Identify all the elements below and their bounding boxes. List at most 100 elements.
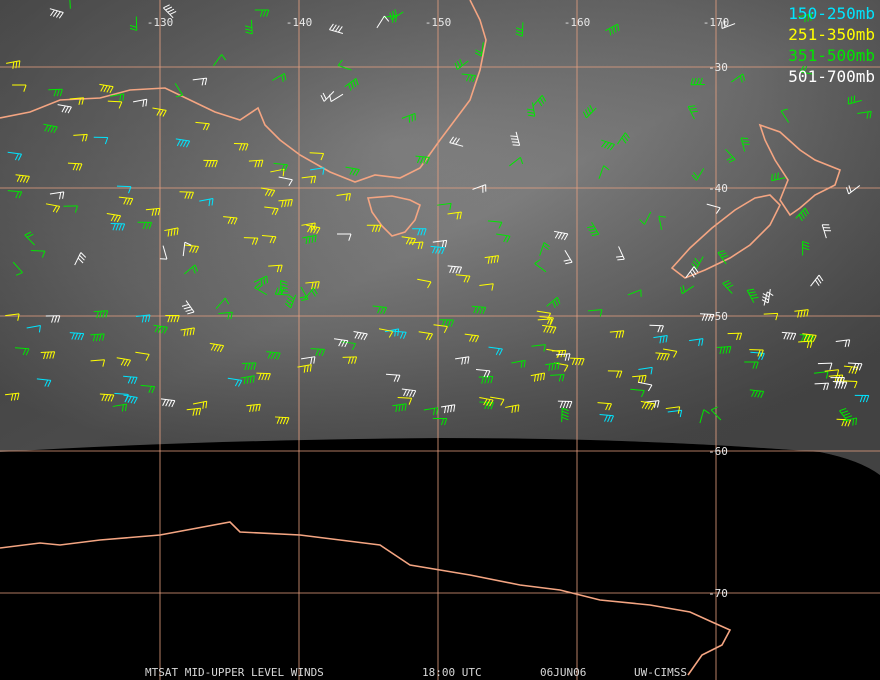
wind-barb — [184, 264, 199, 275]
barb-stem — [476, 368, 491, 372]
barb-stem — [417, 278, 432, 283]
barb-feather — [247, 363, 251, 370]
barb-feather — [533, 374, 536, 382]
wind-barb — [530, 372, 546, 382]
barb-feather — [484, 376, 488, 384]
barb-stem — [539, 316, 554, 319]
barb-feather — [170, 315, 174, 323]
barb-feather — [110, 394, 115, 402]
barb-feather — [252, 404, 255, 412]
barb-stem — [546, 348, 561, 353]
barb-stem — [254, 287, 268, 296]
barb-feather — [337, 59, 343, 66]
barb-feather — [107, 394, 112, 402]
barb-feather — [105, 310, 109, 318]
wind-barb — [710, 406, 722, 421]
barb-stem — [253, 275, 267, 283]
barb-feather — [170, 229, 173, 237]
barb-feather — [847, 419, 851, 427]
wind-barb — [240, 375, 255, 385]
barb-feather — [607, 415, 611, 423]
barb-stem — [418, 331, 433, 335]
barb-feather — [16, 175, 21, 182]
wind-barb — [563, 249, 573, 265]
barb-feather — [163, 327, 168, 334]
barb-stem — [175, 138, 190, 142]
barb-stem — [45, 203, 60, 207]
wind-barb — [478, 375, 494, 384]
barb-stem — [437, 202, 452, 206]
barb-stem — [180, 327, 195, 331]
barb-feather — [688, 105, 696, 108]
barb-feather — [426, 157, 430, 164]
wind-barb — [472, 184, 487, 193]
barb-feather — [267, 351, 272, 359]
barb-feather — [800, 212, 805, 219]
barb-stem — [273, 162, 288, 166]
barb-stem — [69, 332, 84, 335]
barb-feather — [798, 214, 803, 222]
barb-feather — [13, 393, 17, 401]
barb-stem — [716, 346, 731, 349]
barb-feather — [855, 417, 858, 425]
wind-barb — [179, 191, 194, 200]
barb-stem — [392, 403, 407, 407]
wind-barb — [691, 256, 704, 270]
wind-barb — [132, 98, 148, 107]
barb-feather — [118, 223, 123, 231]
barb-feather — [473, 306, 477, 314]
barb-stem — [821, 224, 827, 239]
barb-feather — [80, 252, 87, 258]
barb-feather — [452, 266, 456, 274]
barb-feather — [848, 185, 852, 193]
barb-feather — [274, 287, 279, 295]
barb-feather — [554, 362, 557, 371]
barb-feather — [657, 325, 661, 333]
barb-feather — [693, 172, 699, 179]
barb-feather — [26, 233, 34, 238]
barb-stem — [215, 297, 226, 310]
barb-stem — [323, 91, 335, 102]
wind-barb — [203, 159, 218, 168]
barb-feather — [77, 257, 84, 264]
barb-feather — [254, 160, 258, 168]
barb-feather — [417, 242, 421, 250]
barb-feather — [120, 358, 125, 366]
barb-feather — [106, 85, 111, 93]
barb-feather — [187, 311, 195, 315]
barb-feather — [124, 403, 128, 412]
barb-feather — [571, 358, 576, 366]
barb-feather — [558, 374, 562, 382]
barb-feather — [101, 394, 106, 401]
barb-feather — [280, 286, 288, 290]
barb-feather — [43, 352, 46, 360]
wind-barb — [665, 406, 681, 414]
barb-stem — [536, 310, 551, 314]
barb-feather — [267, 189, 273, 197]
wind-barb — [106, 212, 122, 223]
barb-feather — [588, 228, 596, 231]
wind-barb — [799, 65, 815, 75]
barb-stem — [740, 137, 746, 152]
barb-stem — [767, 289, 771, 304]
barb-feather — [724, 282, 732, 287]
barb-feather — [260, 160, 264, 168]
barb-feather — [845, 187, 850, 195]
barb-feather — [747, 288, 755, 291]
barb-feather — [852, 418, 855, 426]
barb-feather — [841, 410, 849, 414]
wind-barb — [73, 133, 88, 142]
wind-barb — [821, 224, 832, 239]
barb-feather — [321, 349, 326, 357]
wind-barb — [418, 331, 433, 341]
barb-stem — [586, 107, 597, 119]
wind-barb — [731, 73, 746, 83]
barb-feather — [202, 123, 207, 131]
barb-feather — [280, 289, 288, 293]
wind-barb — [246, 403, 261, 413]
barb-feather — [420, 156, 424, 164]
barb-feather — [543, 344, 546, 352]
wind-barb — [256, 372, 271, 381]
barb-feather — [760, 349, 764, 357]
wind-barb — [627, 289, 642, 297]
